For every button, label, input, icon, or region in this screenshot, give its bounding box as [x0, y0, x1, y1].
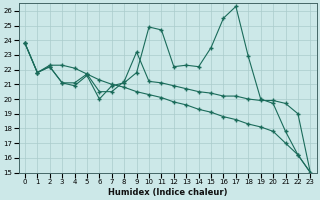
X-axis label: Humidex (Indice chaleur): Humidex (Indice chaleur)	[108, 188, 228, 197]
